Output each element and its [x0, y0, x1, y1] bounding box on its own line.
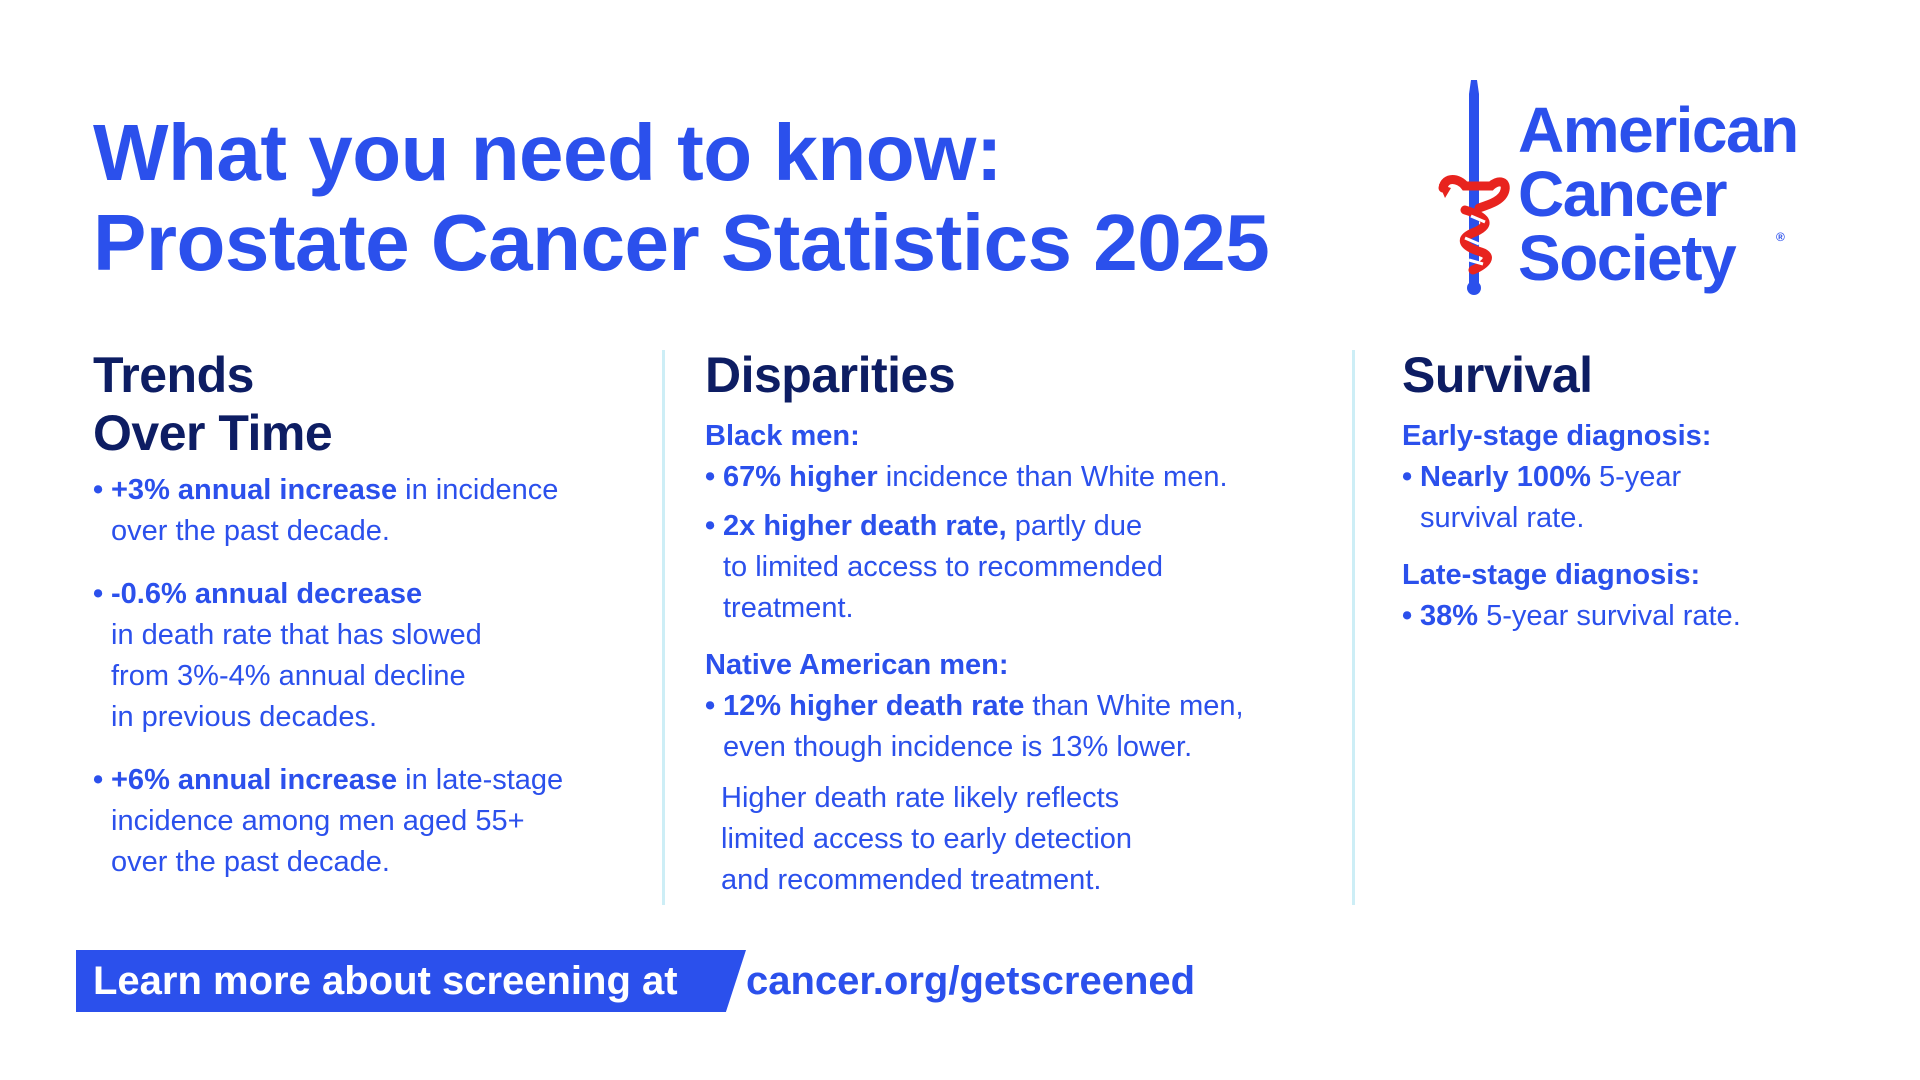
survival-bullet-1: • Nearly 100% 5-year survival rate.	[1402, 461, 1682, 534]
trends-bullet-1: • +3% annual increase in incidence over …	[93, 474, 559, 547]
page-title: What you need to know: Prostate Cancer S…	[93, 108, 1270, 288]
cta-label: Learn more about screening at	[93, 959, 678, 1003]
acs-logo: American Cancer Society ®	[1435, 76, 1845, 306]
disparities-note: Higher death rate likely reflects limite…	[721, 782, 1133, 896]
logo-line-3: Society	[1518, 222, 1737, 294]
registered-mark: ®	[1776, 230, 1785, 244]
cta-banner	[76, 950, 746, 1012]
column-divider-1	[662, 350, 665, 905]
trends-column: Trends Over Time • +3% annual increase i…	[93, 346, 663, 883]
late-stage-label: Late-stage diagnosis:	[1402, 559, 1701, 591]
disparities-bullet-1: • 67% higher incidence than White men.	[705, 461, 1228, 493]
logo-line-2: Cancer	[1518, 158, 1727, 230]
disparities-bullet-2: • 2x higher death rate, partly due to li…	[705, 510, 1164, 624]
survival-column: Survival Early-stage diagnosis: • Nearly…	[1402, 346, 1862, 637]
native-american-men-label: Native American men:	[705, 649, 1009, 681]
cta-link[interactable]: cancer.org/getscreened	[746, 959, 1196, 1003]
disparities-heading: Disparities	[705, 347, 956, 403]
trends-bullet-3: • +6% annual increase in late-stage inci…	[93, 764, 564, 878]
title-line-2: Prostate Cancer Statistics 2025	[93, 198, 1270, 287]
title-line-1: What you need to know:	[93, 108, 1002, 197]
logo-wordmark: American Cancer Society	[1518, 94, 1799, 294]
early-stage-label: Early-stage diagnosis:	[1402, 420, 1712, 452]
disparities-bullet-3: • 12% higher death rate than White men, …	[705, 690, 1244, 763]
sword-logo-icon	[1438, 80, 1510, 295]
column-divider-2	[1352, 350, 1355, 905]
black-men-label: Black men:	[705, 420, 860, 452]
logo-line-1: American	[1518, 94, 1799, 166]
survival-bullet-2: • 38% 5-year survival rate.	[1402, 600, 1741, 632]
survival-heading: Survival	[1402, 347, 1593, 403]
disparities-column: Disparities Black men: • 67% higher inci…	[705, 346, 1345, 901]
trends-bullet-2: • -0.6% annual decrease in death rate th…	[93, 578, 482, 733]
trends-heading: Trends Over Time	[93, 347, 333, 461]
